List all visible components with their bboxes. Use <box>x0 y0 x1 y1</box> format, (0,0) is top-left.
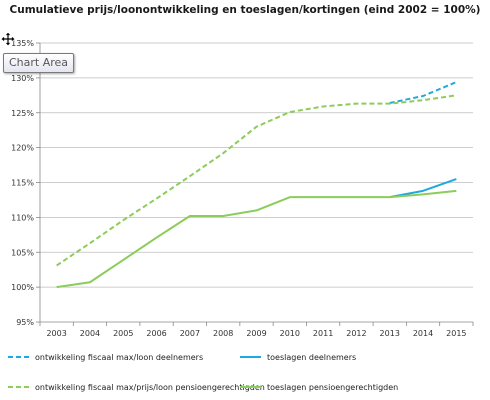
y-tick-label: 105% <box>11 248 34 257</box>
axes: 95%100%105%110%115%120%125%130%135%2003 2… <box>11 39 473 338</box>
x-tick-label: 2007 <box>180 329 200 338</box>
move-cursor-icon <box>1 32 15 46</box>
series-line-1 <box>390 82 457 103</box>
series-line-3 <box>57 95 457 265</box>
y-tick-label: 130% <box>11 74 34 83</box>
x-tick-label: 2010 <box>280 329 300 338</box>
legend: ontwikkeling fiscaal max/loon deelnemers… <box>8 353 398 392</box>
x-tick-label: 2009 <box>246 329 266 338</box>
legend-entry: toeslagen deelnemers <box>267 353 356 362</box>
x-tick-label: 2013 <box>380 329 400 338</box>
legend-entry: ontwikkeling fiscaal max/loon deelnemers <box>35 353 203 362</box>
x-tick-label: 2012 <box>346 329 366 338</box>
chart-area-tooltip: Chart Area <box>3 53 74 73</box>
x-tick-label: 2008 <box>213 329 233 338</box>
x-tick-label: 2015 <box>446 329 466 338</box>
series-line-4 <box>57 191 457 287</box>
x-tick-label: 2014 <box>413 329 433 338</box>
x-tick-label: 2005 <box>113 329 133 338</box>
x-tick-label: 2011 <box>313 329 333 338</box>
x-tick-label: 2003 <box>46 329 66 338</box>
legend-entry: ontwikkeling fiscaal max/prijs/loon pens… <box>35 383 265 392</box>
x-tick-label: 2004 <box>80 329 100 338</box>
x-tick-label: 2006 <box>146 329 166 338</box>
y-tick-label: 95% <box>16 318 34 327</box>
y-tick-label: 110% <box>11 213 34 222</box>
y-tick-label: 115% <box>11 179 34 188</box>
legend-entry: toeslagen pensioengerechtigden <box>267 383 398 392</box>
y-tick-label: 120% <box>11 144 34 153</box>
y-tick-label: 100% <box>11 283 34 292</box>
chart-title: Cumulatieve prijs/loonontwikkeling en to… <box>10 4 481 16</box>
gridlines <box>40 43 473 287</box>
y-tick-label: 125% <box>11 109 34 118</box>
